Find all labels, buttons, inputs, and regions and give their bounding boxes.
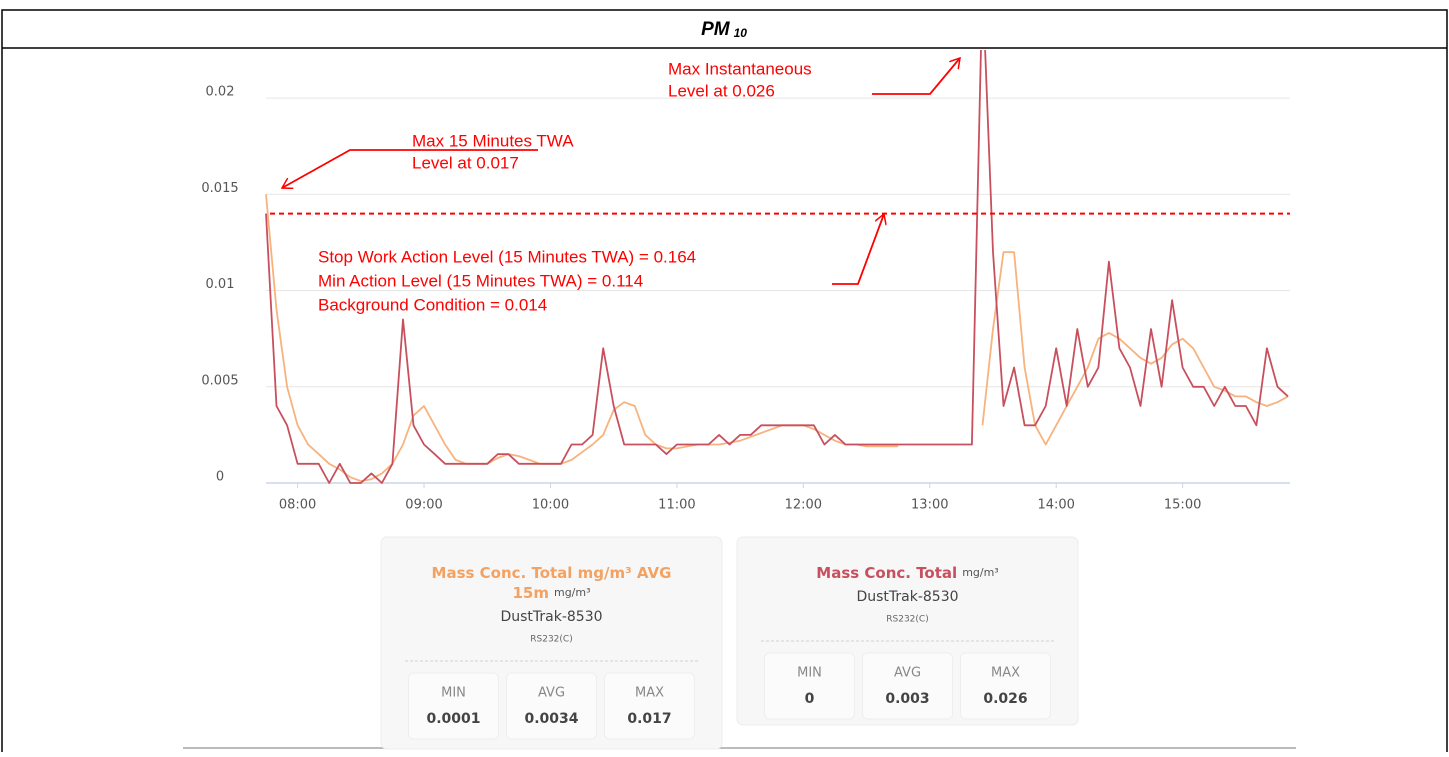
card-title-text: Mass Conc. Total mg/m³ AVG [432, 564, 672, 582]
stat-value: 0.017 [627, 711, 671, 727]
stat-label: AVG [538, 686, 565, 701]
stat-label: MAX [635, 686, 664, 701]
card-title: Mass Conc. Total mg/m³ [816, 564, 998, 582]
stat-box [604, 672, 695, 740]
card-device: DustTrak-8530 [856, 589, 958, 605]
card-title: Mass Conc. Total mg/m³ AVG [432, 564, 672, 582]
y-tick-label: 0.015 [201, 181, 238, 196]
header: PM 10 [701, 19, 747, 40]
stat-box [506, 672, 597, 740]
x-tick-label: 13:00 [911, 498, 948, 513]
annotation: Level at 0.026 [668, 81, 775, 100]
arrow [872, 58, 960, 95]
card-title: 15m mg/m³ [512, 584, 590, 602]
x-tick-label: 08:00 [279, 498, 316, 513]
card-title-text: 15m [512, 584, 549, 602]
y-tick-label: 0.02 [206, 85, 235, 100]
stat-box [764, 652, 855, 720]
arrow [282, 149, 538, 188]
y-tick-label: 0 [216, 470, 224, 485]
card-title-text: Mass Conc. Total [816, 564, 957, 582]
annotation: Min Action Level (15 Minutes TWA) = 0.11… [318, 271, 643, 290]
annotation: Level at 0.017 [412, 153, 519, 172]
plot [265, 50, 1290, 488]
stat-label: MIN [797, 666, 822, 681]
stat-label: MIN [441, 686, 466, 701]
x-tick-label: 12:00 [785, 498, 822, 513]
stat-value: 0.026 [983, 691, 1027, 707]
stat-value: 0.0001 [426, 711, 480, 727]
stat-box [862, 652, 953, 720]
arrow [832, 214, 884, 285]
series-line [981, 251, 1289, 446]
x-tick-label: 10:00 [532, 498, 569, 513]
series-line [265, 50, 1289, 484]
stat-value: 0.0034 [524, 711, 578, 727]
stat-value: 0 [805, 691, 815, 707]
header-title: PM [701, 19, 731, 40]
x-tick-label: 11:00 [658, 498, 695, 513]
annotation: Background Condition = 0.014 [318, 295, 547, 314]
card-unit: mg/m³ [554, 586, 591, 599]
stat-label: AVG [894, 666, 921, 681]
x-tick-label: 14:00 [1037, 498, 1074, 513]
annotation: Stop Work Action Level (15 Minutes TWA) … [318, 247, 696, 266]
stat-box [960, 652, 1051, 720]
stat-value: 0.003 [885, 691, 929, 707]
series-line [265, 194, 899, 483]
header-subscript: 10 [734, 26, 748, 40]
table-border [1, 9, 1448, 757]
y-tick-label: 0.01 [206, 277, 235, 292]
card-port: RS232(C) [886, 615, 928, 625]
card-port: RS232(C) [530, 635, 572, 645]
y-tick-label: 0.005 [201, 373, 238, 388]
card-unit: mg/m³ [962, 566, 999, 579]
card-device: DustTrak-8530 [500, 609, 602, 625]
x-tick-label: 15:00 [1164, 498, 1201, 513]
annotation: Max Instantaneous [668, 59, 812, 78]
stat-box [408, 672, 499, 740]
stat-label: MAX [991, 666, 1020, 681]
annotation: Max 15 Minutes TWA [412, 131, 574, 150]
x-tick-label: 09:00 [405, 498, 442, 513]
